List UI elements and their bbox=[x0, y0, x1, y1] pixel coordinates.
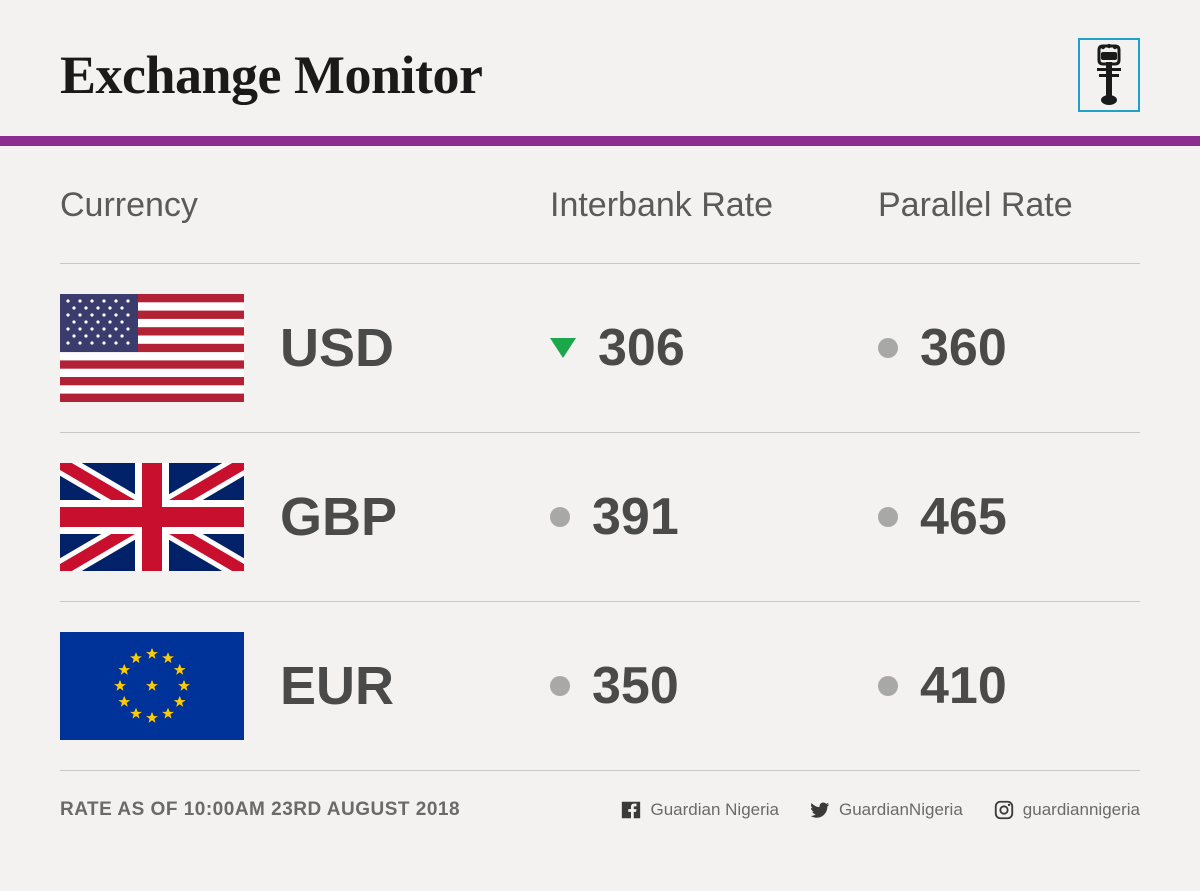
interbank-cell: 391 bbox=[490, 487, 860, 547]
facebook-icon bbox=[620, 799, 642, 821]
page-title: Exchange Monitor bbox=[60, 44, 482, 106]
brand-icon bbox=[1091, 44, 1127, 106]
currency-cell: EUR bbox=[60, 632, 490, 740]
currency-cell: USD bbox=[60, 294, 490, 402]
brand-logo-box bbox=[1078, 38, 1140, 112]
social-label: GuardianNigeria bbox=[839, 800, 963, 820]
interbank-cell: 350 bbox=[490, 656, 860, 716]
table-row: USD 306 360 bbox=[60, 264, 1140, 433]
footer: RATE AS OF 10:00AM 23RD AUGUST 2018 Guar… bbox=[0, 771, 1200, 821]
accent-divider bbox=[0, 136, 1200, 146]
interbank-value: 306 bbox=[598, 318, 685, 378]
uk-flag-icon bbox=[60, 463, 244, 571]
currency-code: EUR bbox=[280, 655, 394, 717]
parallel-value: 465 bbox=[920, 487, 1007, 547]
header: Exchange Monitor bbox=[0, 0, 1200, 136]
parallel-cell: 410 bbox=[860, 656, 1140, 716]
rate-asof-label: RATE AS OF 10:00AM 23RD AUGUST 2018 bbox=[60, 799, 460, 821]
eu-flag-icon bbox=[60, 632, 244, 740]
bullet-icon bbox=[550, 507, 570, 527]
social-label: guardiannigeria bbox=[1023, 800, 1140, 820]
rates-table: Currency Interbank Rate Parallel Rate bbox=[0, 146, 1200, 771]
interbank-cell: 306 bbox=[490, 318, 860, 378]
col-parallel: Parallel Rate bbox=[860, 186, 1140, 225]
social-links: Guardian Nigeria GuardianNigeria guardia… bbox=[620, 799, 1140, 821]
table-row: EUR 350 410 bbox=[60, 602, 1140, 771]
parallel-value: 360 bbox=[920, 318, 1007, 378]
currency-cell: GBP bbox=[60, 463, 490, 571]
parallel-cell: 465 bbox=[860, 487, 1140, 547]
col-currency: Currency bbox=[60, 186, 490, 225]
currency-code: GBP bbox=[280, 486, 397, 548]
us-flag-icon bbox=[60, 294, 244, 402]
col-interbank: Interbank Rate bbox=[490, 186, 860, 225]
interbank-value: 350 bbox=[592, 656, 679, 716]
parallel-value: 410 bbox=[920, 656, 1007, 716]
table-header-row: Currency Interbank Rate Parallel Rate bbox=[60, 186, 1140, 264]
table-row: GBP 391 465 bbox=[60, 433, 1140, 602]
bullet-icon bbox=[878, 507, 898, 527]
exchange-monitor-card: Exchange Monitor Currency Inte bbox=[0, 0, 1200, 891]
bullet-icon bbox=[878, 676, 898, 696]
parallel-cell: 360 bbox=[860, 318, 1140, 378]
bullet-icon bbox=[878, 338, 898, 358]
social-facebook: Guardian Nigeria bbox=[620, 799, 779, 821]
twitter-icon bbox=[809, 799, 831, 821]
social-label: Guardian Nigeria bbox=[650, 800, 779, 820]
instagram-icon bbox=[993, 799, 1015, 821]
currency-code: USD bbox=[280, 317, 394, 379]
arrow-down-icon bbox=[550, 338, 576, 358]
bullet-icon bbox=[550, 676, 570, 696]
social-twitter: GuardianNigeria bbox=[809, 799, 963, 821]
interbank-value: 391 bbox=[592, 487, 679, 547]
social-instagram: guardiannigeria bbox=[993, 799, 1140, 821]
